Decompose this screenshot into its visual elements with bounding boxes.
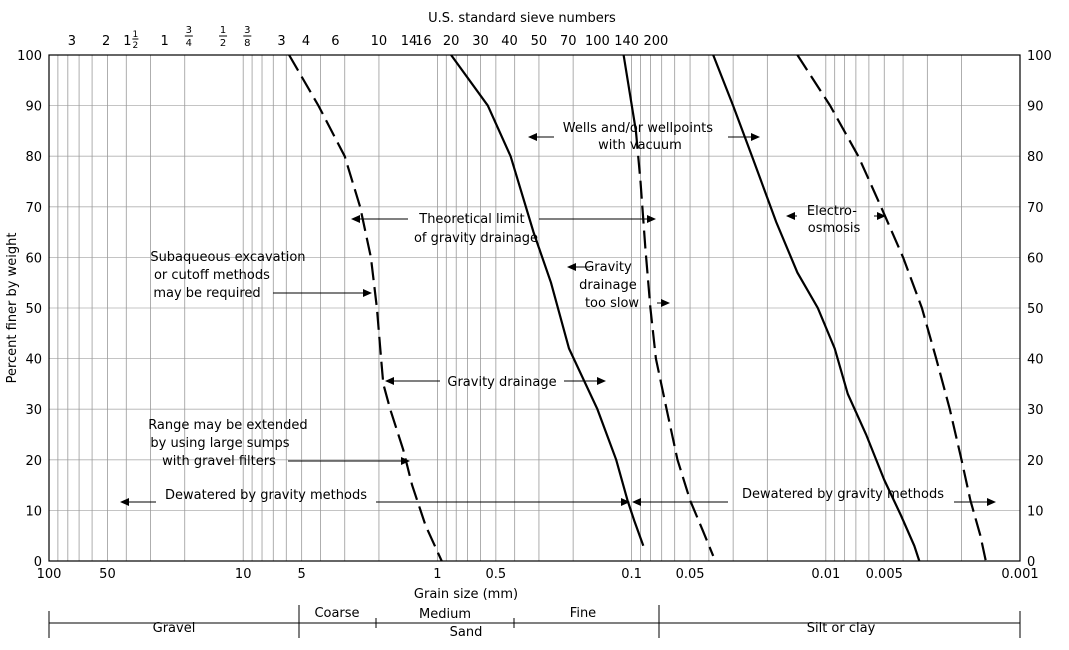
sieve-label: 4 [302, 34, 310, 49]
soil-gravel: Gravel [153, 621, 196, 636]
y-tick-label: 80 [25, 150, 42, 165]
y-tick-label-right: 80 [1027, 150, 1044, 165]
y-tick-label: 90 [25, 100, 42, 115]
sieve-label: 50 [531, 34, 548, 49]
annotation-dewatered-right: Dewatered by gravity methods [742, 487, 944, 502]
chart-title: U.S. standard sieve numbers [428, 11, 616, 26]
sieve-label-den: 8 [244, 38, 250, 49]
sieve-label: 40 [501, 34, 518, 49]
y-axis-right: 0 10 20 30 40 50 60 70 80 90 100 [1027, 49, 1052, 570]
gradation-curve-2 [450, 54, 645, 547]
x-tick-label: 100 [37, 567, 62, 582]
sieve-label: 10 [371, 34, 388, 49]
y-tick-label: 20 [25, 454, 42, 469]
sieve-label: 6 [331, 34, 339, 49]
gradation-curve-5 [712, 54, 921, 562]
sieve-label-num: 1 [133, 30, 139, 40]
soil-sand: Sand [450, 625, 483, 640]
soil-coarse: Coarse [314, 606, 359, 621]
y-tick-label-right: 0 [1027, 555, 1035, 570]
x-tick-label: 5 [298, 567, 306, 582]
x-axis-ticks: 100 50 10 5 1 0.5 0.1 0.05 0.01 0.005 0.001 [37, 567, 1039, 582]
x-tick-label: 1 [433, 567, 441, 582]
y-tick-label-right: 60 [1027, 251, 1044, 266]
gradation-curve-3 [622, 54, 637, 132]
sieve-label-num: 3 [186, 25, 192, 36]
annotation-dewatered-left: Dewatered by gravity methods [165, 488, 367, 503]
sieve-label-den: 2 [133, 41, 139, 51]
soil-silt-clay: Silt or clay [807, 621, 876, 636]
y-tick-label: 40 [25, 353, 42, 368]
annotation-theoretical-limit: Theoretical limit of gravity drainage [414, 212, 538, 246]
annotation-gravity-drainage: Gravity drainage [447, 375, 556, 390]
sieve-label: 1 [123, 34, 131, 49]
x-tick-label: 0.005 [866, 567, 903, 582]
annotation-gravity-too-slow: Gravity drainage too slow [579, 260, 641, 311]
x-axis-label: Grain size (mm) [414, 587, 518, 602]
soil-medium: Medium [419, 607, 471, 622]
gradation-curve-4 [634, 130, 715, 557]
sieve-label-num: 1 [220, 25, 226, 36]
y-tick-label: 30 [25, 403, 42, 418]
sieve-label: 14 [401, 34, 418, 49]
y-tick-label: 70 [25, 201, 42, 216]
x-tick-label: 50 [99, 567, 116, 582]
sieve-label: 70 [560, 34, 577, 49]
annotations: Subaqueous excavation or cutoff methods … [148, 121, 944, 503]
sieve-label: 16 [415, 34, 432, 49]
sieve-label-den: 4 [186, 38, 192, 49]
annotation-wells: Wells and/or wellpoints with vacuum [563, 121, 717, 153]
y-tick-label: 100 [17, 49, 42, 64]
grid [49, 55, 1020, 561]
annotation-arrows [120, 133, 996, 506]
sieve-label-num: 3 [244, 25, 250, 36]
x-tick-label: 0.05 [676, 567, 705, 582]
sieve-label: 140 [614, 34, 639, 49]
annotation-range-extended: Range may be extended by using large sum… [148, 418, 312, 469]
y-tick-label-right: 100 [1027, 49, 1052, 64]
soil-fine: Fine [570, 606, 596, 621]
sieve-label: 100 [585, 34, 610, 49]
gradation-curve-6 [796, 54, 987, 562]
x-tick-label: 10 [235, 567, 252, 582]
x-tick-label: 0.001 [1001, 567, 1038, 582]
sieve-label-den: 2 [220, 38, 226, 49]
sieve-label: 20 [443, 34, 460, 49]
x-tick-label: 0.1 [621, 567, 642, 582]
y-tick-label-right: 90 [1027, 100, 1044, 115]
y-tick-label-right: 40 [1027, 353, 1044, 368]
series [288, 54, 987, 562]
y-tick-label-right: 50 [1027, 302, 1044, 317]
y-axis-label: Percent finer by weight [5, 233, 20, 384]
y-tick-label: 10 [25, 504, 42, 519]
sieve-label: 30 [472, 34, 489, 49]
y-tick-label-right: 70 [1027, 201, 1044, 216]
y-axis-left: 0 10 20 30 40 50 60 70 80 90 100 [17, 49, 42, 570]
y-tick-label: 0 [34, 555, 42, 570]
annotation-subaqueous: Subaqueous excavation or cutoff methods … [150, 250, 309, 301]
sieve-label: 1 [160, 34, 168, 49]
plot-frame [48, 54, 1021, 562]
sieve-label: 3 [68, 34, 76, 49]
sieve-label: 2 [102, 34, 110, 49]
x-tick-label: 0.01 [811, 567, 840, 582]
y-tick-label: 60 [25, 251, 42, 266]
soil-classification-bar: Gravel Coarse Medium Fine Sand Silt or c… [48, 605, 1021, 640]
y-tick-label-right: 30 [1027, 403, 1044, 418]
annotation-electro-osmosis: Electro- osmosis [807, 204, 861, 236]
x-tick-label: 0.5 [486, 567, 507, 582]
sieve-label: 200 [643, 34, 668, 49]
gradation-curve-1 [288, 54, 443, 562]
y-tick-label: 50 [25, 302, 42, 317]
sieve-label: 3 [277, 34, 285, 49]
y-tick-label-right: 10 [1027, 504, 1044, 519]
y-tick-label-right: 20 [1027, 454, 1044, 469]
